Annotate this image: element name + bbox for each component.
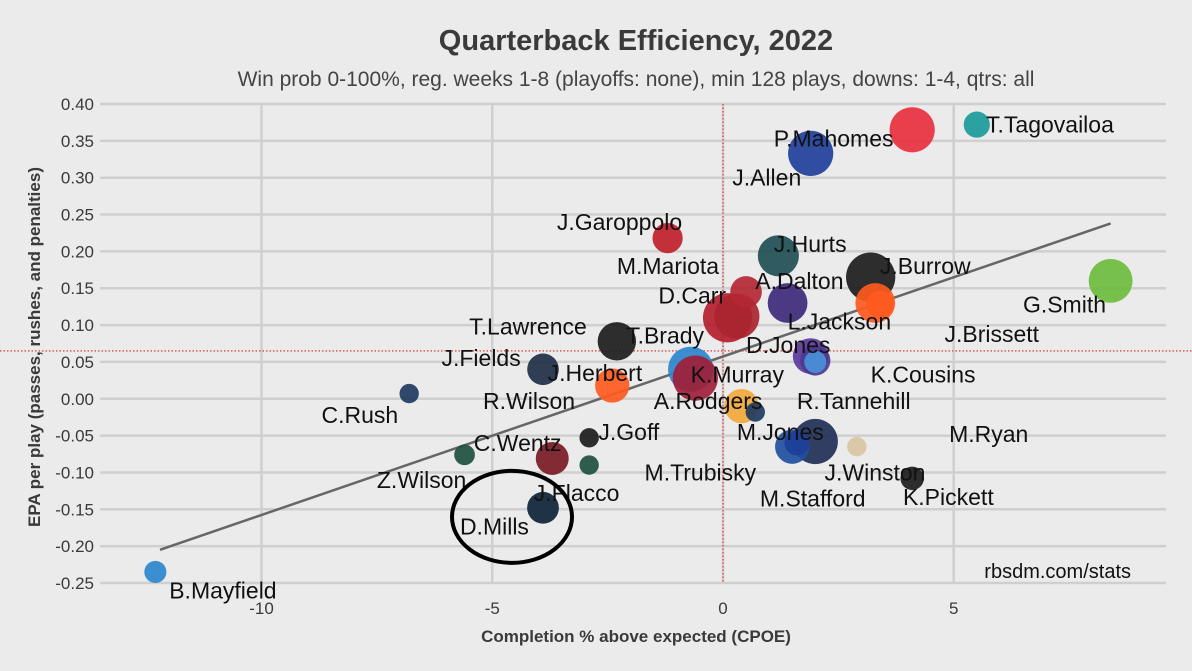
point-label-2: J.Allen xyxy=(732,165,801,191)
point-label-6: G.Smith xyxy=(1023,291,1106,317)
x-axis-ticks: -10 -5 0 5 xyxy=(249,599,958,618)
point-34 xyxy=(527,492,559,524)
y-tick-label: 0.40 xyxy=(61,95,94,114)
y-axis-title: EPA per play (passes, rushes, and penalt… xyxy=(25,167,44,527)
point-32 xyxy=(900,466,924,491)
highlight-layer xyxy=(450,468,575,565)
point-label-19: R.Tannehill xyxy=(797,388,911,414)
x-tick-label: 5 xyxy=(949,599,958,618)
y-tick-label: -0.25 xyxy=(55,574,94,593)
point-label-25: M.Ryan xyxy=(949,421,1028,447)
point-18 xyxy=(672,355,718,401)
point-28 xyxy=(784,430,810,456)
reference-lines xyxy=(0,104,1192,583)
point-11 xyxy=(866,290,894,319)
chart-subtitle: Win prob 0-100%, reg. weeks 1-8 (playoff… xyxy=(238,68,1035,91)
grid xyxy=(100,102,1166,585)
point-label-7: M.Mariota xyxy=(617,253,719,279)
y-tick-label: 0.35 xyxy=(61,132,94,151)
point-label-18: K.Murray xyxy=(691,361,785,387)
point-26 xyxy=(579,428,599,448)
point-label-1: P.Mahomes xyxy=(774,126,894,152)
highlight-ellipse xyxy=(450,468,575,565)
point-label-15: K.Cousins xyxy=(871,361,976,387)
point-label-11: J.Brissett xyxy=(944,321,1039,347)
point-label-5: J.Burrow xyxy=(880,253,971,279)
point-label-28: J.Winston xyxy=(825,459,926,485)
point-7 xyxy=(730,276,762,308)
point-label-31: M.Stafford xyxy=(760,485,866,511)
point-3 xyxy=(652,223,683,254)
trend-line xyxy=(159,222,1112,552)
point-label-26: C.Wentz xyxy=(474,430,562,456)
point-0 xyxy=(963,111,990,138)
y-tick-label: 0.15 xyxy=(61,279,94,298)
point-label-34: B.Mayfield xyxy=(169,577,276,603)
point-label-32: K.Pickett xyxy=(903,484,994,510)
x-tick-label: -5 xyxy=(485,599,500,618)
point-label-23: J.Goff xyxy=(598,419,660,445)
point-label-33: D.Mills xyxy=(460,513,529,539)
points-layer xyxy=(144,107,1133,583)
point-19 xyxy=(804,350,827,373)
point-label-3: J.Garoppolo xyxy=(557,209,682,235)
y-tick-label: 0.05 xyxy=(61,353,94,372)
y-tick-label: 0.00 xyxy=(61,390,94,409)
y-tick-label: 0.30 xyxy=(61,169,94,188)
point-23 xyxy=(745,402,765,422)
y-tick-label: -0.20 xyxy=(55,537,94,556)
x-tick-label: 0 xyxy=(718,599,727,618)
y-axis-ticks: -0.25 -0.20 -0.15 -0.10 -0.05 0.00 0.05 0.10 0.1… xyxy=(55,95,94,593)
point-label-24: M.Jones xyxy=(737,419,824,445)
point-22 xyxy=(399,383,419,404)
point-4 xyxy=(757,235,799,277)
y-tick-label: -0.05 xyxy=(55,427,94,446)
point-label-16: J.Fields xyxy=(441,345,520,371)
point-1 xyxy=(889,107,935,153)
y-tick-label: -0.15 xyxy=(55,500,94,519)
point-label-20: R.Wilson xyxy=(483,388,575,414)
x-axis-title: Completion % above expected (CPOE) xyxy=(481,627,791,646)
point-12 xyxy=(597,322,637,361)
point-label-17: J.Herbert xyxy=(548,360,643,386)
source-credit: rbsdm.com/stats xyxy=(984,561,1131,583)
trend-line-group xyxy=(159,222,1112,552)
point-labels-layer: T.Tagovailoa P.Mahomes J.Allen J.Garoppolo J… xyxy=(169,112,1114,604)
point-label-14: D.Jones xyxy=(746,332,830,358)
point-25 xyxy=(847,436,867,457)
point-label-29: Z.Wilson xyxy=(377,467,466,493)
point-label-13: T.Brady xyxy=(626,322,704,348)
point-8 xyxy=(767,283,808,323)
point-label-12: T.Lawrence xyxy=(469,314,587,340)
point-2 xyxy=(788,130,834,176)
point-label-27: M.Trubisky xyxy=(645,459,757,485)
point-35 xyxy=(144,560,167,583)
y-tick-label: 0.10 xyxy=(61,316,94,335)
point-16 xyxy=(527,353,559,386)
y-tick-label: 0.25 xyxy=(61,206,94,225)
point-29 xyxy=(579,455,599,475)
point-31 xyxy=(535,441,569,475)
point-30 xyxy=(454,444,475,466)
chart-title: Quarterback Efficiency, 2022 xyxy=(439,25,833,57)
point-label-9: D.Carr xyxy=(658,283,726,309)
point-label-22: C.Rush xyxy=(322,402,399,428)
point-label-4: J.Hurts xyxy=(774,231,847,257)
y-tick-label: -0.10 xyxy=(55,463,94,482)
point-6 xyxy=(1088,258,1133,303)
point-label-0: T.Tagovailoa xyxy=(986,112,1114,138)
x-tick-label: -10 xyxy=(249,599,274,618)
y-tick-label: 0.20 xyxy=(61,242,94,261)
point-20 xyxy=(595,368,630,403)
point-label-8: A.Dalton xyxy=(755,268,843,294)
point-label-10: L.Jackson xyxy=(788,308,892,334)
point-label-30: J.Flacco xyxy=(534,480,620,506)
point-label-21: A.Rodgers xyxy=(654,388,763,414)
